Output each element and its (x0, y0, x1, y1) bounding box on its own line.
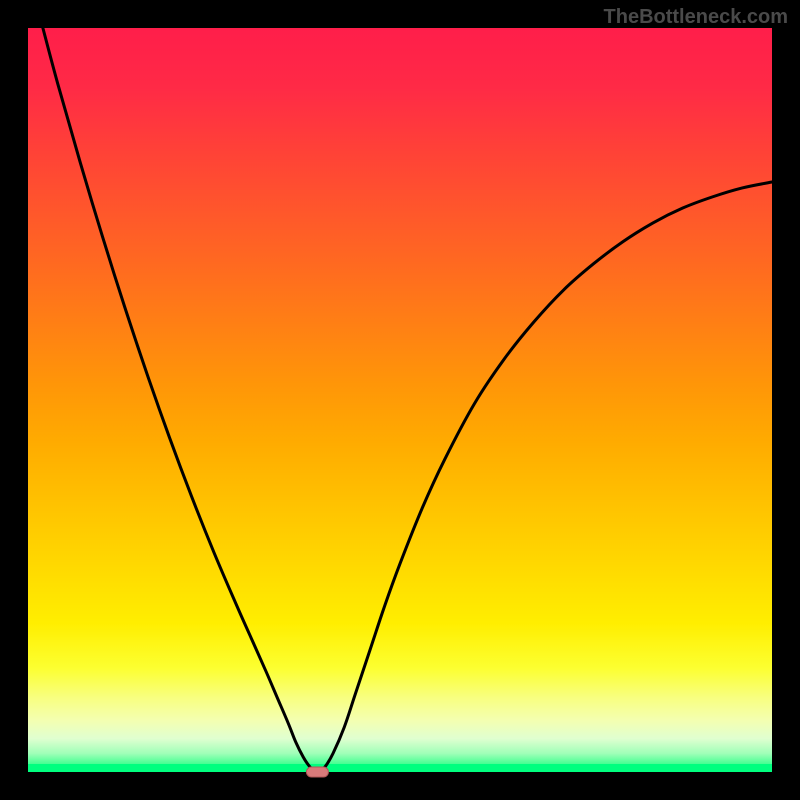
optimum-marker (306, 767, 328, 777)
watermark-text: TheBottleneck.com (604, 6, 788, 29)
bottleneck-chart: TheBottleneck.com (0, 0, 800, 800)
gradient-curve-plot (0, 0, 800, 800)
